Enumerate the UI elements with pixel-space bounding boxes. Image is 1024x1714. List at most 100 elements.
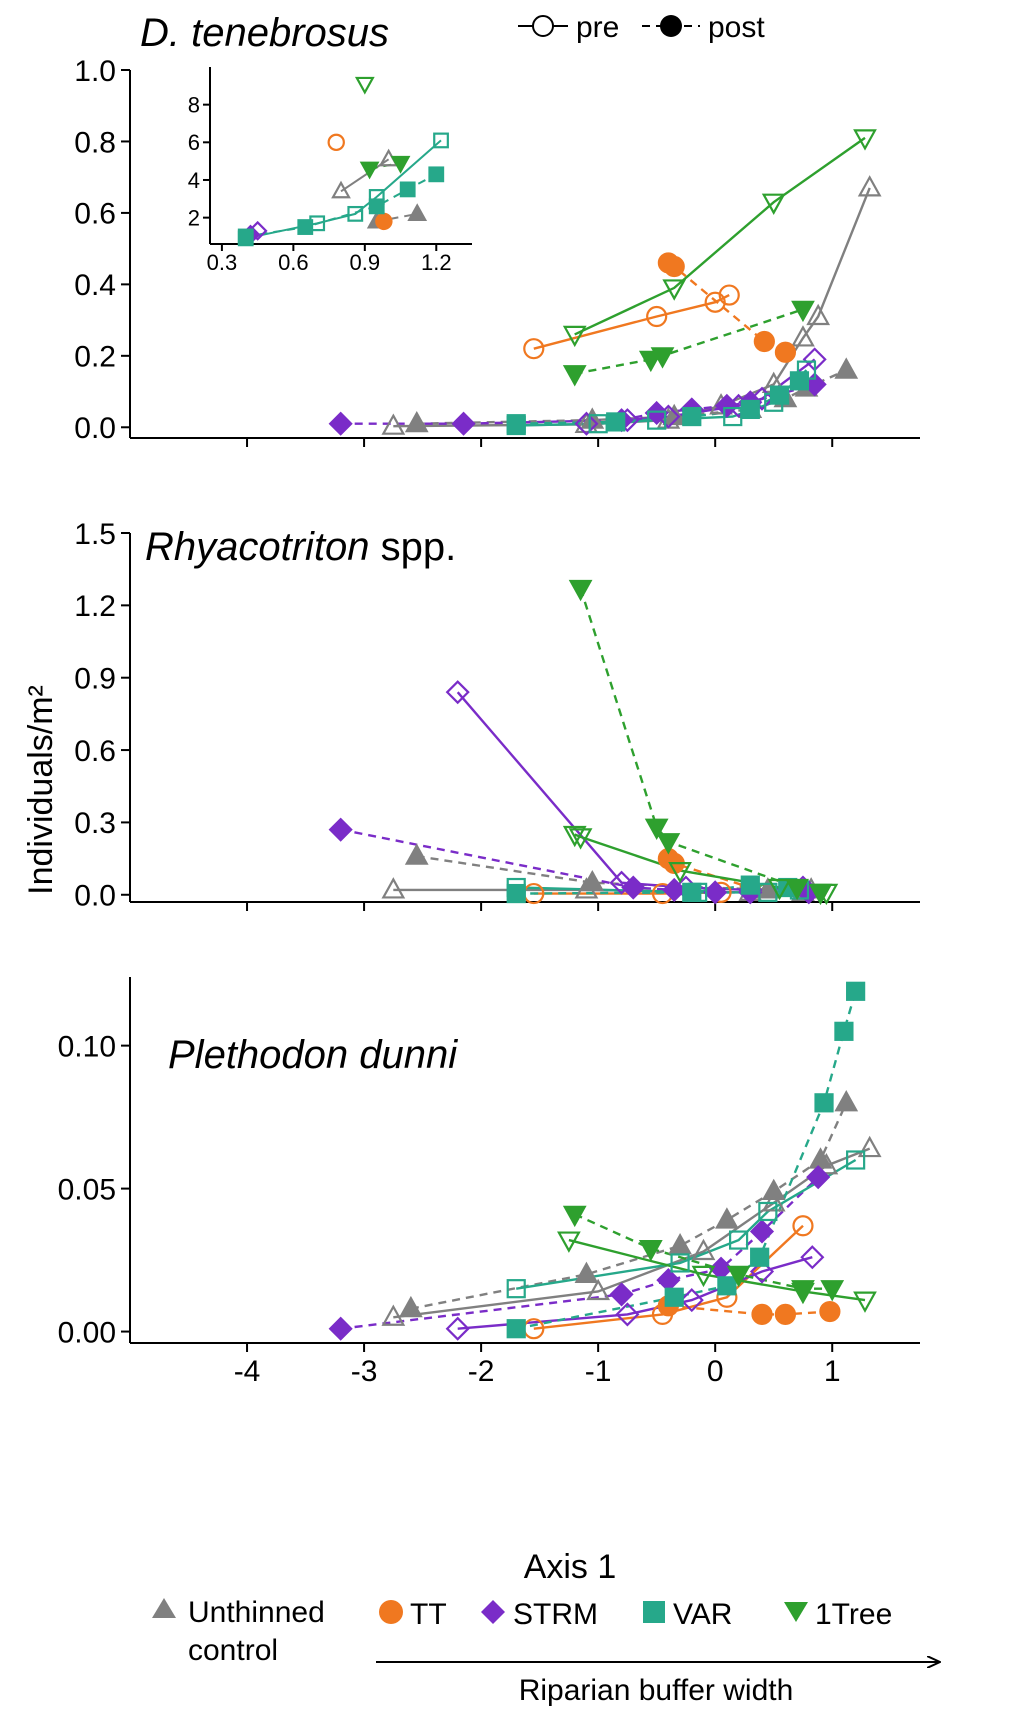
- point-control-pre: [381, 877, 406, 899]
- point-1tree-post: [650, 347, 675, 369]
- point-1tree-post: [791, 1280, 815, 1302]
- point-strm-pre: [445, 1316, 470, 1341]
- panel-d-tenebrosus: 0.0 0.2 0.4 0.6 0.8 1.0: [74, 55, 920, 447]
- series-line-tt-pre: [533, 294, 730, 350]
- x-tick-label: 0.3: [207, 250, 238, 275]
- point-tt-pre: [718, 284, 740, 306]
- point-var-post: [834, 1021, 854, 1041]
- point-strm-post: [328, 411, 353, 436]
- y-axis-label: Individuals/m²: [22, 685, 60, 895]
- legend-tt-marker: [379, 1600, 403, 1624]
- point-tt-pre: [523, 338, 545, 360]
- point-control-post: [574, 1261, 599, 1283]
- point-strm-pre: [609, 870, 634, 895]
- point-strm-post: [714, 393, 739, 418]
- point-strm-pre: [749, 1259, 775, 1284]
- point-var-post: [740, 399, 760, 420]
- x-axis-label: Axis 1: [524, 1548, 617, 1586]
- point-1tree-pre: [668, 862, 692, 884]
- y-tick-label: 0.8: [74, 126, 116, 159]
- point-tt-post: [663, 255, 685, 278]
- point-var-post: [740, 875, 760, 895]
- point-control-pre: [761, 1190, 786, 1212]
- point-1tree-post: [562, 1205, 587, 1228]
- point-control-pre: [857, 175, 882, 197]
- point-var-post: [506, 883, 526, 904]
- point-1tree-pre: [562, 325, 587, 348]
- y-tick-label: 0.10: [58, 1030, 116, 1063]
- legend-1tree-marker: [784, 1602, 808, 1622]
- point-1tree-post: [390, 155, 411, 174]
- y-tick-label: 0.6: [74, 735, 116, 768]
- legend-treatments: Unthinned control TT STRM VAR 1Tree Ripa…: [152, 1596, 940, 1707]
- y-tick-label: 0.00: [58, 1316, 116, 1349]
- series-line-1tree-pre: [574, 136, 866, 336]
- point-1tree-pre: [761, 193, 786, 215]
- point-control-pre: [806, 303, 831, 326]
- point-1tree-post: [726, 1265, 751, 1288]
- point-tt-post: [753, 330, 775, 353]
- point-control-post: [662, 403, 687, 426]
- series-line-tt-post: [668, 1304, 830, 1316]
- point-1tree-post: [638, 1240, 663, 1262]
- point-1tree-pre: [568, 828, 593, 850]
- y-tick-label: 0.2: [74, 341, 116, 374]
- point-1tree-pre: [767, 878, 792, 901]
- point-1tree-pre: [853, 1291, 877, 1313]
- legend-tt-label: TT: [410, 1598, 447, 1631]
- point-strm-pre: [679, 1288, 704, 1313]
- legend-strm-marker: [481, 1600, 505, 1624]
- legend-1tree-label: 1Tree: [815, 1598, 892, 1631]
- y-tick-label: 2: [188, 206, 200, 231]
- point-strm-pre: [800, 1245, 825, 1270]
- y-tick-label: 0.0: [74, 880, 116, 913]
- legend-post-marker: [660, 15, 682, 37]
- point-tt-post: [375, 212, 393, 231]
- panel-title-2-italic: Rhyacotriton: [145, 525, 370, 569]
- point-1tree-post: [644, 818, 669, 841]
- point-strm-post: [662, 877, 687, 902]
- x-tick-label: -1: [585, 1355, 612, 1388]
- inset-d-tenebrosus: 2 4 6 8 0.3 0.6 0.9 1.2: [188, 65, 474, 275]
- point-var-post: [368, 198, 385, 215]
- point-control-post: [404, 410, 429, 433]
- point-strm-post: [621, 875, 646, 900]
- series-line-strm-post: [340, 1176, 820, 1330]
- legend-var-marker: [643, 1601, 665, 1623]
- point-var-pre: [670, 1253, 690, 1273]
- y-tick-label: 6: [188, 130, 200, 155]
- point-control-post: [755, 877, 780, 899]
- point-1tree-post: [359, 161, 380, 180]
- point-strm-post: [609, 1282, 634, 1307]
- point-1tree-pre: [354, 76, 375, 95]
- point-var-post: [399, 181, 416, 198]
- x-tick-label: -2: [468, 1355, 495, 1388]
- point-var-post: [717, 1276, 737, 1296]
- point-var-pre: [347, 205, 364, 222]
- point-1tree-pre: [557, 1231, 581, 1253]
- point-strm-post: [644, 400, 669, 426]
- point-1tree-post: [820, 1280, 845, 1302]
- y-tick-label: 0.0: [74, 412, 116, 445]
- point-var-post: [769, 385, 790, 405]
- panel-rhyacotriton: 0.0 0.3 0.6 0.9 1.2 1.5: [74, 518, 920, 913]
- point-var-post: [606, 412, 626, 432]
- point-var-post: [237, 228, 254, 245]
- point-strm-pre: [574, 411, 599, 436]
- point-strm-pre: [445, 680, 470, 705]
- series-line-control-pre: [393, 1147, 871, 1319]
- point-var-post: [506, 414, 526, 434]
- series-markers: [237, 76, 449, 247]
- x-tick-label: -3: [351, 1355, 378, 1388]
- point-control-pre: [691, 1238, 716, 1261]
- point-strm-post: [328, 1316, 353, 1341]
- point-1tree-post: [791, 300, 815, 323]
- point-strm-post: [328, 817, 353, 842]
- series-markers: [328, 579, 839, 906]
- point-var-post: [814, 1093, 834, 1113]
- point-control-post: [761, 1178, 786, 1201]
- legend-post-label: post: [708, 11, 765, 44]
- legend-strm-label: STRM: [513, 1598, 598, 1631]
- point-tt-pre: [792, 1215, 814, 1237]
